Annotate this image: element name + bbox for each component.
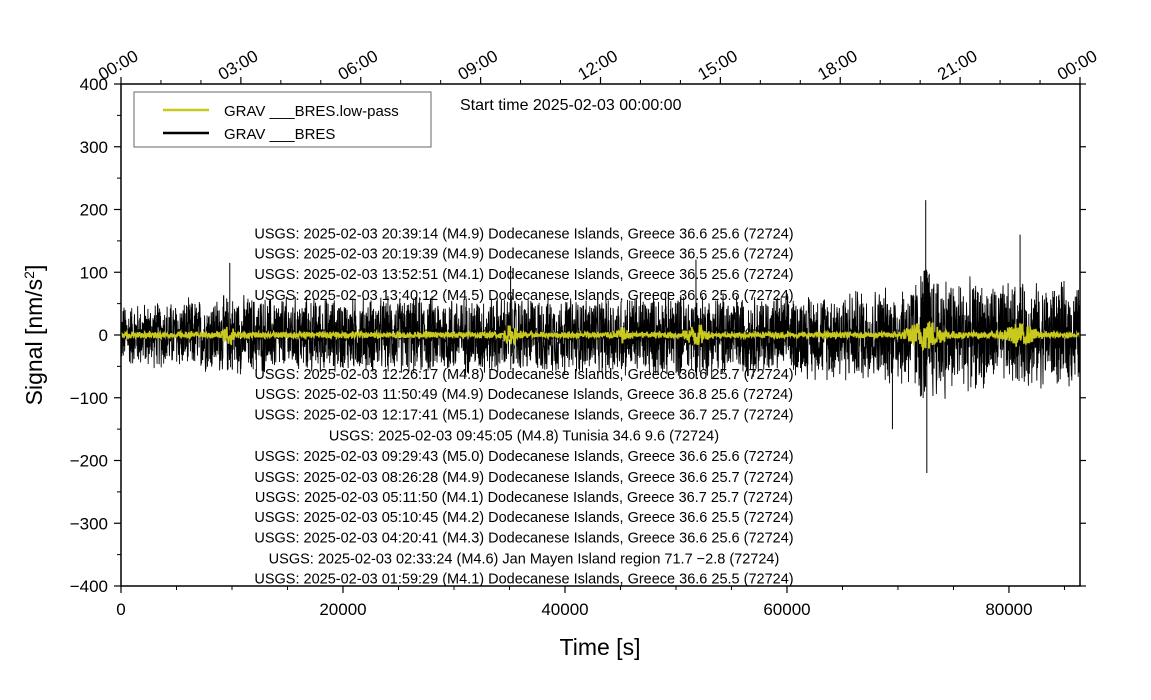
- legend-label-raw: GRAV ___BRES: [224, 126, 335, 143]
- event-label: USGS: 2025-02-03 04:20:41 (M4.3) Dodecan…: [254, 531, 793, 547]
- raw-signal-series: [121, 200, 1080, 474]
- lowpass-signal-line: [121, 321, 1080, 352]
- x-tick-label: 0: [116, 600, 125, 619]
- raw-signal-line: [121, 269, 1080, 399]
- y-tick-label: 0: [99, 326, 108, 345]
- event-label: USGS: 2025-02-03 11:50:49 (M4.9) Dodecan…: [255, 387, 793, 403]
- event-label: USGS: 2025-02-03 09:29:43 (M5.0) Dodecan…: [254, 449, 793, 465]
- top-tick-label: 06:00: [335, 46, 381, 84]
- legend: GRAV ___BRES.low-pass GRAV ___BRES: [133, 91, 432, 148]
- event-label: USGS: 2025-02-03 09:45:05 (M4.8) Tunisia…: [329, 428, 719, 444]
- x-axis-label: Time [s]: [560, 634, 641, 660]
- top-tick-label: 21:00: [934, 46, 980, 84]
- event-label: USGS: 2025-02-03 08:26:28 (M4.9) Dodecan…: [254, 470, 793, 486]
- top-tick-label: 00:00: [1054, 46, 1100, 84]
- y-tick-label: 300: [80, 138, 108, 157]
- legend-label-lowpass: GRAV ___BRES.low-pass: [224, 103, 399, 120]
- x-tick-label: 20000: [319, 600, 366, 619]
- event-label: USGS: 2025-02-03 13:40:12 (M4.5) Dodecan…: [254, 288, 793, 304]
- y-tick-label: 200: [80, 201, 108, 220]
- top-tick-label: 03:00: [215, 46, 261, 84]
- y-axis-label: Signal [nm/s2]: [21, 265, 47, 406]
- event-label: USGS: 2025-02-03 12:17:41 (M5.1) Dodecan…: [254, 408, 793, 424]
- top-tick-label: 09:00: [455, 46, 501, 84]
- top-tick-label: 18:00: [814, 46, 860, 84]
- y-tick-label: 400: [80, 75, 108, 94]
- y-tick-label: −100: [70, 389, 108, 408]
- event-labels: USGS: 2025-02-03 20:39:14 (M4.9) Dodecan…: [254, 226, 793, 587]
- event-label: USGS: 2025-02-03 20:19:39 (M4.9) Dodecan…: [254, 246, 793, 262]
- event-label: USGS: 2025-02-03 12:26:17 (M4.8) Dodecan…: [254, 367, 793, 383]
- top-tick-label: 15:00: [694, 46, 740, 84]
- top-tick-label: 12:00: [575, 46, 621, 84]
- y-tick-label: −300: [70, 514, 108, 533]
- event-label: USGS: 2025-02-03 13:52:51 (M4.1) Dodecan…: [254, 267, 793, 283]
- lowpass-signal-series: [121, 321, 1080, 352]
- y-tick-label: 100: [80, 263, 108, 282]
- event-label: USGS: 2025-02-03 02:33:24 (M4.6) Jan May…: [269, 551, 780, 567]
- event-label: USGS: 2025-02-03 05:11:50 (M4.1) Dodecan…: [255, 490, 793, 506]
- start-time-annotation: Start time 2025-02-03 00:00:00: [460, 97, 682, 114]
- top-tick-label: 00:00: [95, 46, 141, 84]
- event-label: USGS: 2025-02-03 01:59:29 (M4.1) Dodecan…: [254, 571, 793, 587]
- legend-box: [133, 91, 432, 148]
- event-label: USGS: 2025-02-03 20:39:14 (M4.9) Dodecan…: [254, 226, 793, 242]
- y-tick-label: −400: [70, 577, 108, 596]
- x-tick-label: 80000: [985, 600, 1032, 619]
- x-tick-label: 60000: [763, 600, 810, 619]
- x-tick-label: 40000: [541, 600, 588, 619]
- y-tick-label: −200: [70, 452, 108, 471]
- event-label: USGS: 2025-02-03 05:10:45 (M4.2) Dodecan…: [254, 510, 793, 526]
